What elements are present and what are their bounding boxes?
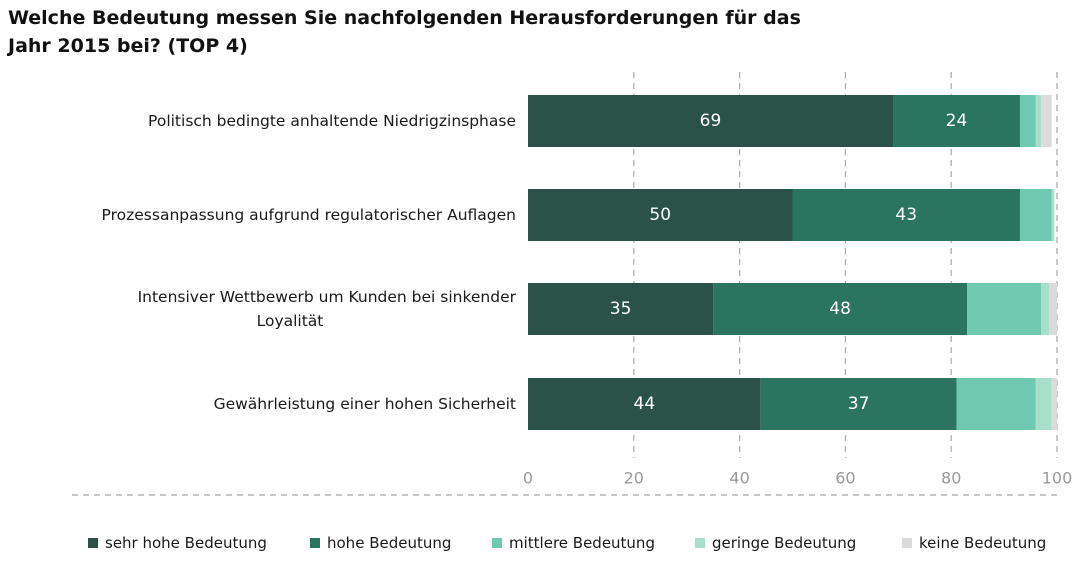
data-label: 43: [895, 205, 917, 225]
category-label: Gewährleistung einer hohen Sicherheit: [214, 395, 516, 413]
bar-segment: [1041, 95, 1052, 147]
bar-segment: [1051, 378, 1057, 430]
data-label: 37: [848, 394, 870, 414]
bar-segment: [1049, 283, 1057, 335]
legend-label: mittlere Bedeutung: [509, 534, 655, 552]
legend: sehr hohe Bedeutung hohe Bedeutung mittler…: [0, 531, 1080, 555]
bar-segment: [1035, 378, 1052, 430]
legend-label: sehr hohe Bedeutung: [105, 534, 267, 552]
legend-item: geringe Bedeutung: [695, 531, 856, 555]
legend-swatch: [492, 538, 502, 548]
bar-segment: [1035, 95, 1042, 147]
bar-segment: [528, 95, 894, 147]
x-tick-label: 40: [729, 469, 749, 488]
category-label: Loyalität: [257, 312, 324, 330]
bar-segment: [956, 378, 1036, 430]
legend-label: keine Bedeutung: [919, 534, 1047, 552]
x-tick-label: 60: [835, 469, 855, 488]
data-label: 24: [946, 111, 968, 131]
legend-item: keine Bedeutung: [902, 531, 1046, 555]
chart-title-line-2: Jahr 2015 bei? (TOP 4): [8, 35, 248, 57]
chart-title: Welche Bedeutung messen Sie nachfolgende…: [8, 4, 908, 60]
legend-swatch: [902, 538, 912, 548]
legend-item: mittlere Bedeutung: [492, 531, 655, 555]
data-label: 44: [634, 394, 656, 414]
bars: [528, 95, 1057, 430]
legend-label: hohe Bedeutung: [327, 534, 452, 552]
bar-segment: [1051, 189, 1055, 241]
bar-segment: [1019, 189, 1052, 241]
x-tick-label: 80: [941, 469, 961, 488]
legend-swatch: [310, 538, 320, 548]
data-label: 69: [700, 111, 722, 131]
category-label: Politisch bedingte anhaltende Niedrigzin…: [148, 112, 516, 130]
category-labels: Politisch bedingte anhaltende Niedrigzin…: [102, 112, 517, 413]
legend-item: hohe Bedeutung: [310, 531, 451, 555]
legend-swatch: [88, 538, 98, 548]
legend-item: sehr hohe Bedeutung: [88, 531, 267, 555]
data-label: 50: [649, 205, 671, 225]
data-label: 48: [829, 299, 851, 319]
x-axis: 0 20 40 60 80 100: [72, 469, 1072, 496]
bar-segment: [967, 283, 1042, 335]
bar-segment: [713, 283, 968, 335]
data-labels: 69 24 50 43 35 48 44 37: [610, 111, 968, 414]
bar-segment: [760, 378, 957, 430]
chart-title-line-1: Welche Bedeutung messen Sie nachfolgende…: [8, 7, 801, 29]
bar-segment: [792, 189, 1020, 241]
legend-label: geringe Bedeutung: [712, 534, 857, 552]
bar-segment: [1019, 95, 1036, 147]
x-tick-label: 20: [624, 469, 644, 488]
bar-segment: [528, 283, 714, 335]
bar-segment: [893, 95, 1020, 147]
legend-swatch: [695, 538, 705, 548]
category-label: Prozessanpassung aufgrund regulatorische…: [102, 206, 516, 224]
bar-segment: [528, 189, 793, 241]
stacked-bar-chart: 69 24 50 43 35 48 44 37 Politisch bedingte anha…: [72, 72, 1072, 496]
x-tick-label: 0: [523, 469, 533, 488]
data-label: 35: [610, 299, 632, 319]
x-tick-label: 100: [1042, 469, 1073, 488]
category-label: Intensiver Wettbewerb um Kunden bei sink…: [138, 288, 517, 306]
bar-segment: [528, 378, 761, 430]
bar-segment: [1041, 283, 1050, 335]
